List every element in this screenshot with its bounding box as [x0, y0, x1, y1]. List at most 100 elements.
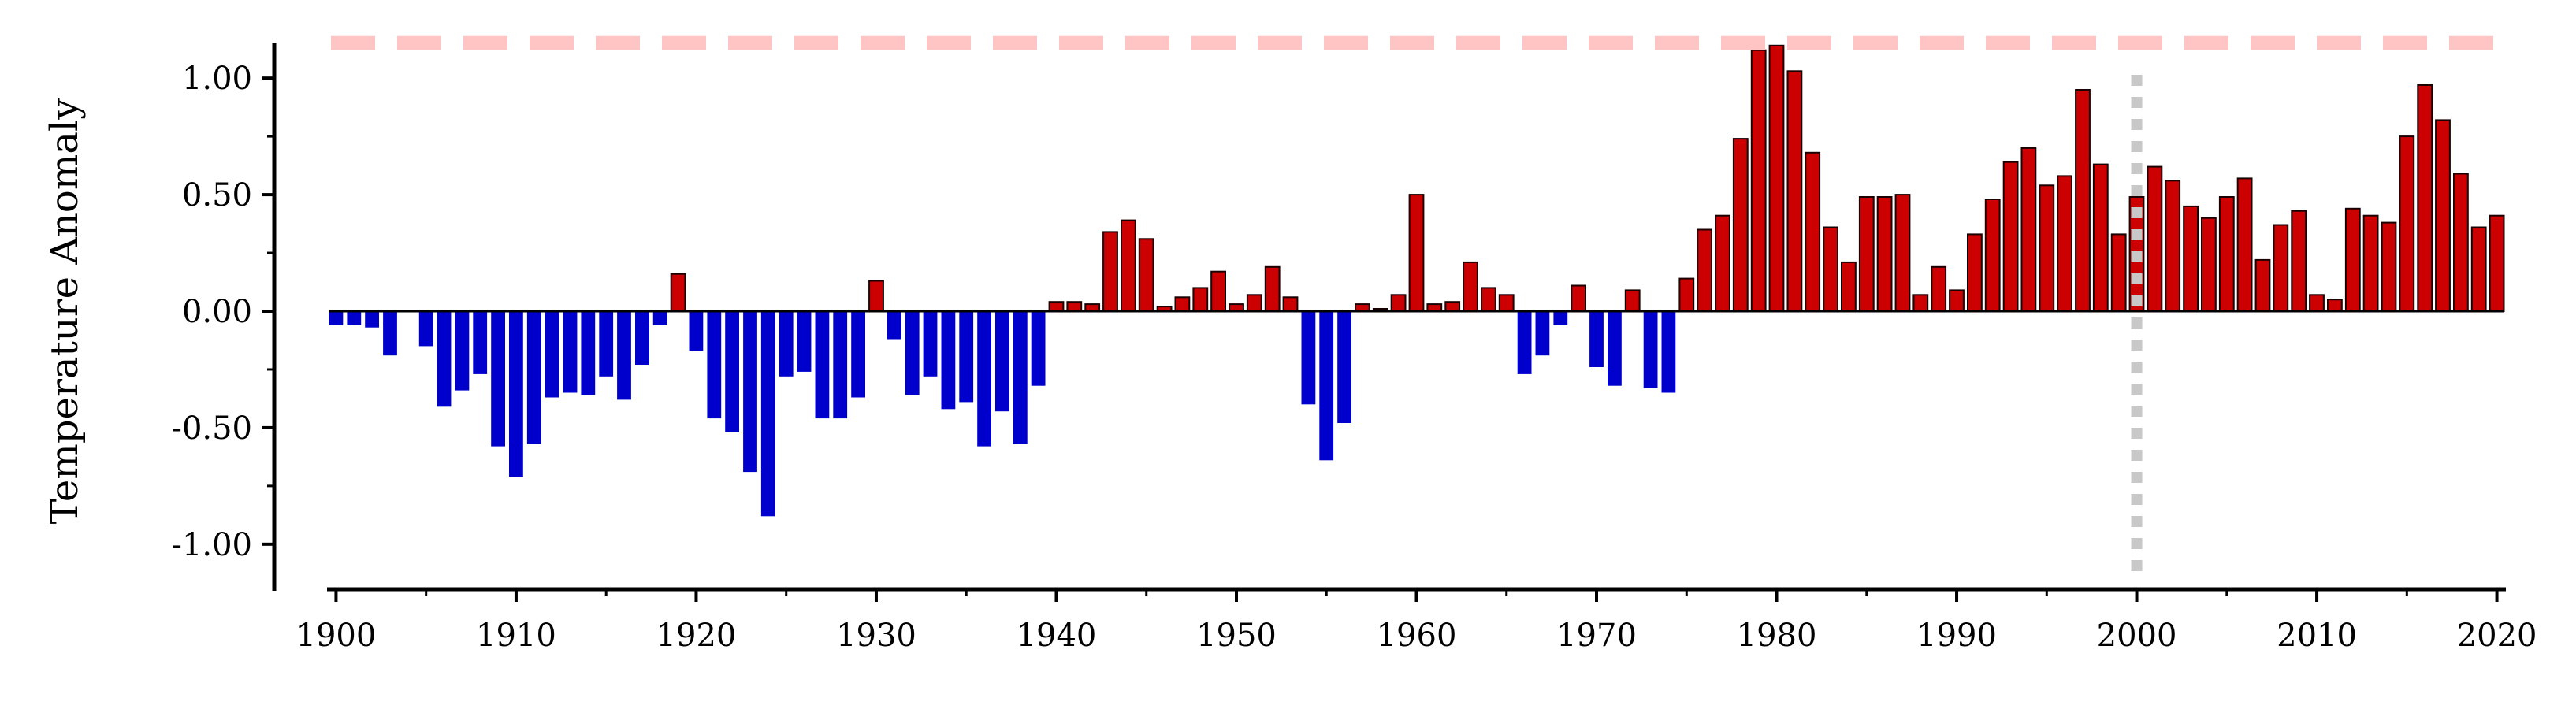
- bar-1908: [473, 311, 488, 374]
- bar-1974: [1661, 311, 1676, 393]
- bar-1985: [1858, 196, 1875, 312]
- bar-1976: [1697, 228, 1712, 312]
- bar-1917: [635, 311, 649, 365]
- bar-1907: [455, 311, 470, 391]
- x-tick-label-1: 1910: [476, 618, 556, 654]
- bar-1993: [2002, 161, 2019, 312]
- bar-1964: [1481, 287, 1496, 312]
- x-tick-label-6: 1960: [1377, 618, 1457, 654]
- bar-1955: [1319, 311, 1334, 461]
- y-axis: -1.00 -0.50 0.00 0.50 1.00 Temperature Anoma…: [43, 43, 277, 591]
- bar-1963: [1463, 261, 1478, 312]
- y-axis-title: Temperature Anomaly: [43, 98, 87, 525]
- bar-2018: [2453, 173, 2469, 312]
- x-tick-label-8: 1980: [1737, 618, 1817, 654]
- bar-1995: [2039, 184, 2055, 313]
- bar-1903: [383, 311, 397, 356]
- bar-1918: [652, 311, 667, 325]
- bar-1973: [1643, 311, 1658, 388]
- bar-1967: [1535, 311, 1550, 356]
- bar-1935: [959, 311, 974, 403]
- bar-1938: [1013, 311, 1028, 444]
- bar-1956: [1337, 311, 1351, 423]
- bar-1981: [1786, 70, 1803, 313]
- bar-1911: [526, 311, 541, 444]
- bar-1926: [797, 311, 812, 372]
- bar-1936: [977, 311, 991, 447]
- x-tick-label-10: 2000: [2097, 618, 2177, 654]
- x-tick-label-0: 1900: [296, 618, 377, 654]
- bar-1968: [1553, 311, 1568, 325]
- bar-1997: [2075, 89, 2091, 312]
- bar-1921: [707, 311, 722, 419]
- bar-1905: [418, 311, 433, 347]
- bar-1912: [545, 311, 559, 398]
- bar-1969: [1571, 284, 1586, 312]
- x-ticks: 1900 1910 1920 1930 1940 1950 1960 1970 1980 1990…: [296, 589, 2537, 654]
- bar-1916: [617, 311, 631, 400]
- bar-1940: [1048, 301, 1065, 313]
- bar-2008: [2273, 224, 2289, 312]
- bar-1929: [851, 311, 865, 398]
- bar-1987: [1894, 194, 1911, 312]
- x-tick-label-11: 2010: [2277, 618, 2357, 654]
- bar-1933: [923, 311, 938, 377]
- bar-1901: [347, 311, 362, 325]
- bar-1992: [1984, 199, 2001, 312]
- bar-2019: [2470, 226, 2487, 312]
- bar-2003: [2183, 205, 2199, 312]
- y-tick-label-1: -0.50: [171, 410, 252, 447]
- bar-1923: [743, 311, 757, 473]
- x-tick-label-5: 1950: [1196, 618, 1277, 654]
- bar-1915: [599, 311, 614, 377]
- bar-1927: [815, 311, 830, 419]
- bar-1991: [1967, 233, 1983, 312]
- bar-2006: [2236, 177, 2253, 312]
- bar-1951: [1246, 294, 1262, 312]
- bar-1948: [1192, 287, 1209, 312]
- x-tick-label-4: 1940: [1017, 618, 1097, 654]
- bar-1906: [437, 311, 452, 407]
- bar-1922: [725, 311, 739, 432]
- bar-1978: [1732, 138, 1749, 312]
- bar-1965: [1498, 294, 1515, 312]
- bar-1947: [1174, 296, 1191, 313]
- bar-2002: [2165, 180, 2181, 312]
- bar-2017: [2435, 119, 2451, 312]
- bar-1914: [581, 311, 596, 395]
- bar-1996: [2057, 175, 2072, 312]
- bar-1937: [995, 311, 1009, 412]
- bar-1988: [1912, 294, 1929, 312]
- bar-1966: [1517, 311, 1532, 374]
- bar-1909: [491, 311, 505, 447]
- plot-area: [329, 35, 2506, 577]
- bar-1989: [1931, 265, 1947, 312]
- y-tick-label-4: 1.00: [182, 61, 252, 97]
- bar-1980: [1768, 44, 1785, 313]
- x-tick-label-9: 1990: [1916, 618, 1997, 654]
- bar-2010: [2309, 294, 2325, 312]
- bar-1900: [329, 311, 344, 325]
- bar-1910: [509, 311, 523, 477]
- bar-1977: [1715, 214, 1730, 313]
- bar-2020: [2489, 214, 2505, 313]
- bar-1962: [1444, 301, 1461, 313]
- bar-1960: [1408, 194, 1425, 312]
- bar-1928: [833, 311, 848, 419]
- bar-1949: [1210, 270, 1226, 313]
- bar-1920: [689, 311, 704, 351]
- bar-1975: [1678, 277, 1695, 313]
- bar-2001: [2147, 165, 2163, 312]
- bar-2007: [2254, 258, 2271, 312]
- bar-1970: [1589, 311, 1604, 367]
- bar-1934: [941, 311, 956, 410]
- bar-1930: [868, 280, 884, 312]
- bar-1984: [1841, 261, 1857, 312]
- bar-1932: [905, 311, 920, 395]
- bar-1999: [2110, 233, 2127, 312]
- y-tick-label-3: 0.50: [182, 177, 252, 213]
- bar-1939: [1031, 311, 1046, 386]
- bar-2009: [2291, 210, 2307, 312]
- bar-2011: [2327, 299, 2343, 313]
